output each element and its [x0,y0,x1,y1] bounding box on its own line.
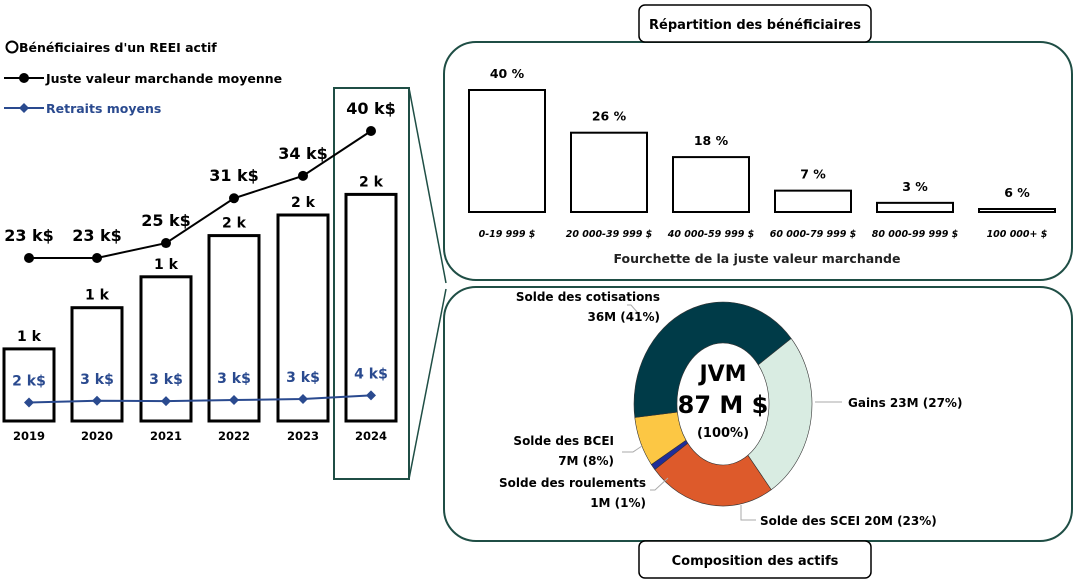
slice-label-2: Solde des roulements [499,476,646,490]
donut-center-value: 87 M $ [678,391,769,419]
label-jvm-2021: 25 k$ [141,211,191,230]
bar-range-label-4: 3 % [902,179,928,194]
bar-label-2024: 2 k [359,174,384,190]
slice-label-4: Solde des cotisations [516,290,660,304]
x-tick-2024: 2024 [355,429,387,443]
leader-line-2 [650,477,669,491]
x-tick-2023: 2023 [287,429,319,443]
label-withdrawals-2023: 3 k$ [286,370,320,386]
point-withdrawals-2022 [229,395,239,406]
slice-label-3: Solde des BCEI [513,434,614,448]
slice-value-4: 36M (41%) [587,310,660,324]
point-jvm-2023 [298,170,308,181]
legend-jvm: Juste valeur marchande moyenne [45,71,282,86]
legend-beneficiaries: Bénéficiaires d'un REEI actif [19,40,217,55]
bar-beneficiaries-2020 [70,306,124,423]
point-jvm-2020 [92,253,102,263]
x-tick-2020: 2020 [81,429,113,443]
slice-value-3: 7M (8%) [558,454,614,468]
legend-bar-icon [5,40,19,54]
leader-line-4 [627,304,639,314]
x-tick-range-1: 20 000-39 999 $ [566,229,653,240]
bar-range-label-5: 6 % [1004,185,1030,200]
x-tick-range-0: 0-19 999 $ [479,229,536,240]
label-jvm-2019: 23 k$ [4,226,54,245]
composition-title-box [638,540,872,579]
x-tick-2019: 2019 [13,429,45,443]
bar-range-1 [570,131,648,213]
x-tick-range-5: 100 000+ $ [987,229,1048,240]
slice-label-1: Solde des SCEI 20M (23%) [760,514,937,528]
bar-range-label-1: 26 % [592,109,627,124]
point-jvm-2022 [229,193,239,204]
point-jvm-2024 [366,126,376,137]
highlight-2024 [333,87,410,480]
leader-line-1 [740,505,756,521]
bar-range-label-3: 7 % [800,167,826,182]
line-jvm [29,130,372,259]
x-tick-2021: 2021 [150,429,182,443]
label-withdrawals-2020: 3 k$ [80,372,114,388]
bar-beneficiaries-2024 [344,192,398,423]
distribution-title-box [638,4,872,43]
bar-beneficiaries-2022 [207,234,261,423]
bar-beneficiaries-2019 [2,347,56,423]
slice-label-0: Gains 23M (27%) [848,396,962,410]
legend-withdrawals: Retraits moyens [46,101,161,116]
point-withdrawals-2023 [298,393,308,404]
bar-beneficiaries-2023 [276,213,330,423]
label-withdrawals-2019: 2 k$ [12,374,46,390]
slice-value-2: 1M (1%) [590,496,646,510]
distribution-xlabel: Fourchette de la juste valeur marchande [614,251,901,266]
bar-range-label-2: 18 % [694,133,729,148]
x-tick-2022: 2022 [218,429,250,443]
legend-jvm-marker-icon [19,73,29,83]
point-withdrawals-2020 [92,395,102,406]
connector-bottom [408,288,447,480]
bar-label-2021: 1 k [154,257,179,273]
bar-label-2020: 1 k [85,288,110,304]
label-withdrawals-2022: 3 k$ [217,371,251,387]
legend-withdrawals-marker-icon [19,103,29,113]
slice-solde-des-cotisations [633,301,792,418]
bar-label-2022: 2 k [222,216,247,232]
connector-top [408,87,447,284]
distribution-title: Répartition des bénéficiaires [649,18,861,33]
bar-range-5 [978,208,1056,213]
label-jvm-2020: 23 k$ [72,226,122,245]
bar-range-4 [876,201,954,214]
donut-center-percent: (100%) [697,426,749,441]
distribution-panel [443,41,1073,281]
bar-range-2 [672,156,750,214]
leader-line-3 [622,445,643,453]
slice-gains [747,338,813,491]
bar-range-label-0: 40 % [490,66,525,81]
x-tick-range-4: 80 000-99 999 $ [872,229,959,240]
bar-label-2019: 1 k [17,329,42,345]
bar-range-0 [468,89,546,213]
point-withdrawals-2021 [161,396,171,407]
label-jvm-2023: 34 k$ [278,144,328,163]
point-withdrawals-2024 [366,390,376,401]
label-withdrawals-2021: 3 k$ [149,372,183,388]
label-jvm-2022: 31 k$ [209,166,259,185]
donut-center-label: JVM [697,362,746,387]
label-withdrawals-2024: 4 k$ [354,366,388,382]
x-tick-range-2: 40 000-59 999 $ [667,229,755,240]
composition-title: Composition des actifs [672,554,839,569]
point-withdrawals-2019 [24,397,34,408]
point-jvm-2019 [24,253,34,263]
label-jvm-2024: 40 k$ [346,99,396,118]
bar-range-3 [774,189,852,213]
line-withdrawals [28,394,372,404]
x-tick-range-3: 60 000-79 999 $ [770,229,857,240]
point-jvm-2021 [161,238,171,249]
bar-label-2023: 2 k [291,195,316,211]
bar-beneficiaries-2021 [139,275,193,423]
